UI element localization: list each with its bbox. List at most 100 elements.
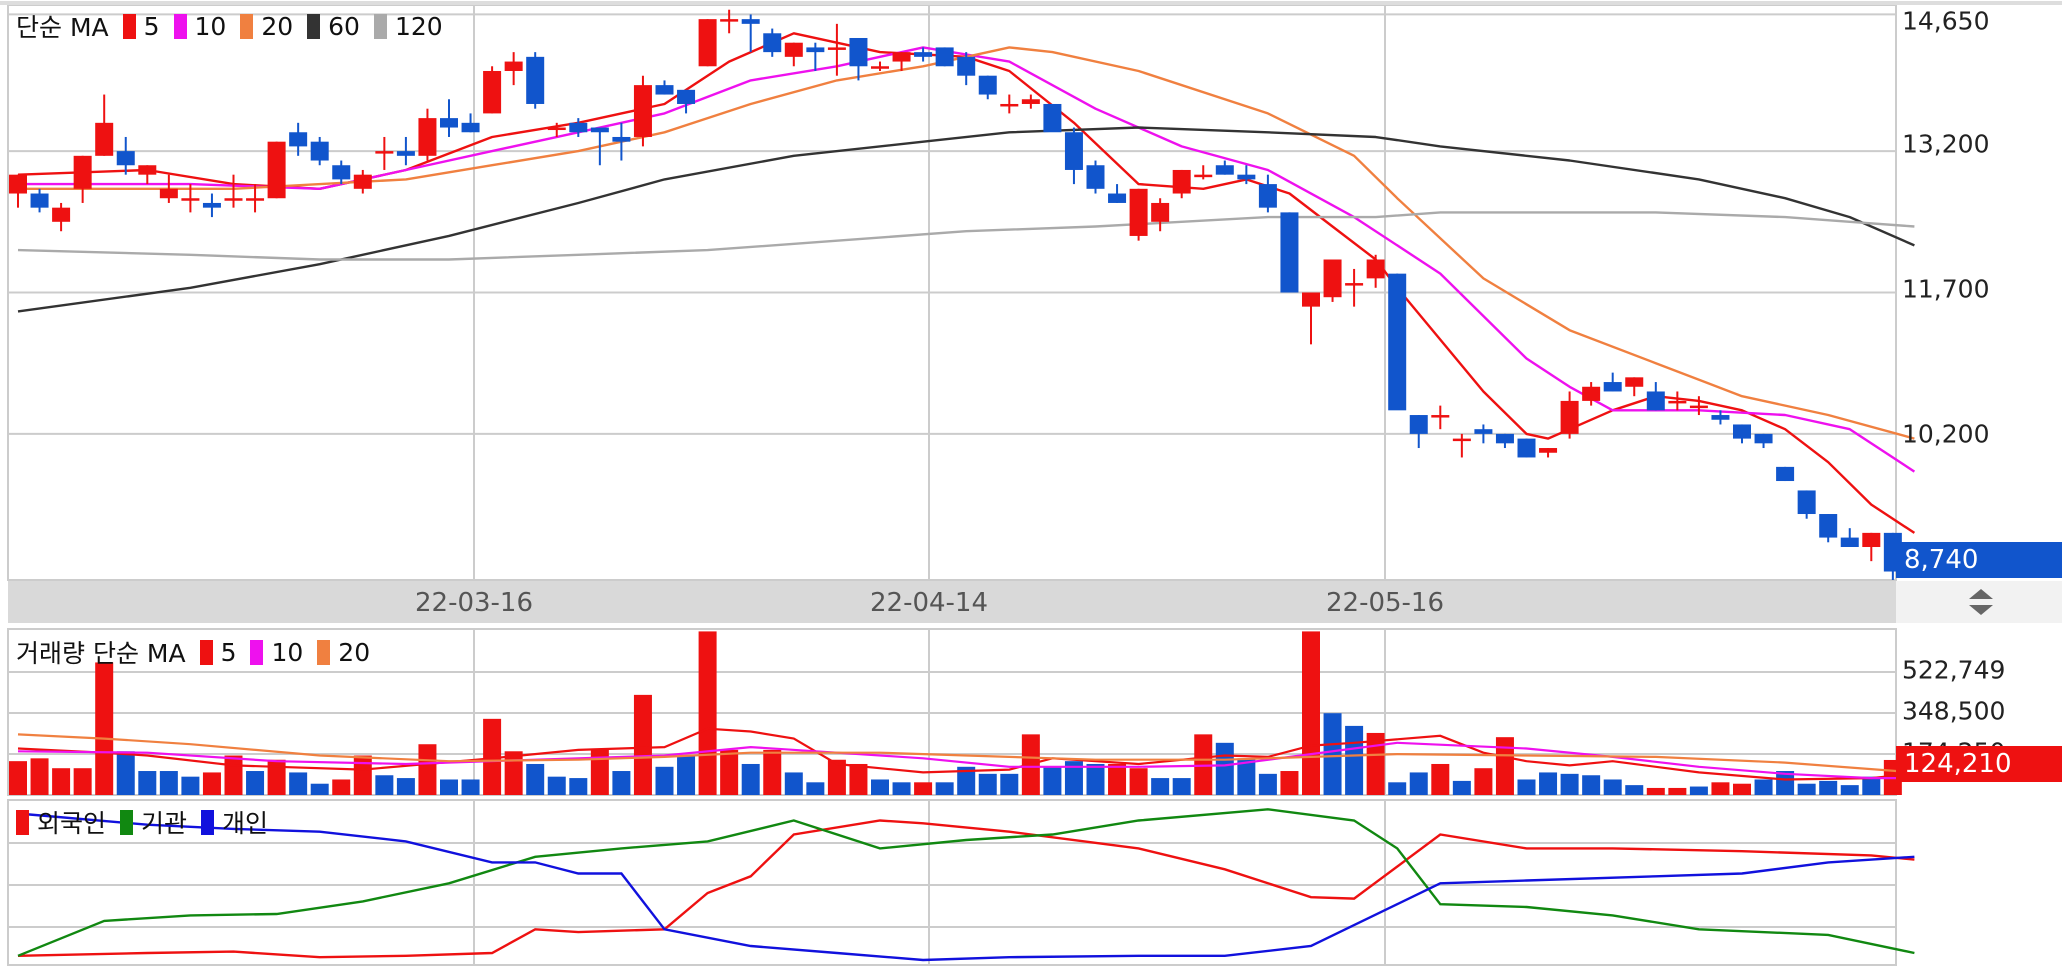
candle-body bbox=[267, 141, 286, 199]
panel-resize-handle-icon[interactable] bbox=[1966, 586, 1996, 618]
volume-bar bbox=[1862, 776, 1881, 795]
ma-line-5 bbox=[17, 32, 1916, 534]
candle-body bbox=[418, 118, 437, 156]
candle-body bbox=[483, 70, 502, 114]
volume-bar bbox=[590, 749, 609, 795]
volume-bar bbox=[483, 718, 502, 795]
volume-bar bbox=[504, 751, 523, 795]
x-tick: 22-03-16 bbox=[414, 588, 534, 618]
price-ytick: 11,700 bbox=[1902, 274, 1990, 304]
ma-line-10 bbox=[18, 46, 1916, 473]
volume-bar bbox=[569, 778, 588, 795]
candle-body bbox=[1646, 391, 1665, 411]
candle-body bbox=[1345, 283, 1364, 286]
volume-bar bbox=[1819, 780, 1838, 795]
candle-body bbox=[957, 56, 976, 76]
investor-line-2 bbox=[17, 812, 1915, 962]
volume-ma-lines bbox=[17, 727, 1915, 781]
price-ytick: 10,200 bbox=[1902, 419, 1990, 449]
volume-bar bbox=[159, 771, 178, 795]
volume-bar bbox=[202, 772, 221, 795]
candle-body bbox=[1172, 169, 1191, 194]
investor-line-0 bbox=[17, 819, 1915, 959]
candle-body bbox=[289, 132, 308, 147]
candle-body bbox=[1625, 377, 1644, 387]
ma60-label: 60 bbox=[328, 11, 360, 41]
volume-bar bbox=[633, 694, 652, 795]
volume-bar bbox=[332, 779, 351, 795]
candle-body bbox=[375, 151, 394, 154]
price-ytick: 14,650 bbox=[1902, 6, 1990, 36]
ma20-label: 20 bbox=[261, 11, 294, 41]
investor-line-1 bbox=[17, 808, 1915, 957]
candle-body bbox=[95, 122, 114, 156]
candle-body bbox=[1280, 212, 1299, 293]
candle-body bbox=[633, 85, 652, 137]
investor-legend: 외국인 기관 개인 bbox=[4, 804, 268, 840]
candle-body bbox=[181, 198, 200, 201]
individual-swatch bbox=[201, 809, 215, 835]
volume-bar bbox=[698, 631, 717, 795]
ma-line-20 bbox=[18, 46, 1915, 440]
ma120-label: 120 bbox=[394, 11, 443, 41]
ma5-swatch bbox=[122, 13, 136, 39]
vol-ma20-swatch bbox=[317, 639, 331, 665]
volume-bar bbox=[73, 768, 92, 795]
ma5-label: 5 bbox=[143, 11, 160, 41]
volume-bar bbox=[957, 766, 976, 795]
volume-bar bbox=[418, 744, 437, 795]
volume-bar bbox=[1495, 737, 1514, 795]
volume-bar bbox=[547, 776, 566, 795]
volume-bar bbox=[1733, 783, 1751, 795]
candle-body bbox=[504, 61, 523, 71]
candle-body bbox=[741, 19, 760, 24]
candle-body bbox=[1388, 273, 1407, 411]
candle-body bbox=[1517, 438, 1536, 458]
institution-label: 기관 bbox=[141, 809, 188, 838]
volume-bar bbox=[1452, 780, 1471, 795]
candle-body bbox=[1302, 292, 1320, 307]
volume-bar bbox=[1711, 782, 1730, 795]
candle-body bbox=[1582, 386, 1601, 401]
ma10-swatch bbox=[173, 13, 187, 39]
volume-legend: 거래량 단순 MA 5 10 20 bbox=[16, 634, 370, 670]
candle-body bbox=[1129, 188, 1148, 236]
candle-body bbox=[1151, 202, 1170, 222]
volume-bar bbox=[1302, 631, 1320, 795]
candle-body bbox=[1021, 99, 1040, 104]
investor-panel-frame bbox=[7, 799, 1897, 966]
volume-bar bbox=[892, 782, 911, 795]
x-tick: 22-04-14 bbox=[869, 588, 989, 618]
candle-body bbox=[246, 198, 265, 201]
candle-body bbox=[224, 198, 243, 201]
volume-bar bbox=[1064, 761, 1083, 795]
volume-bar bbox=[526, 763, 545, 795]
candle-body bbox=[1064, 132, 1083, 170]
candle-body bbox=[1560, 400, 1579, 434]
ma-line-120 bbox=[17, 211, 1915, 261]
volume-bar bbox=[849, 763, 868, 795]
candle-body bbox=[1043, 103, 1062, 133]
volume-legend-title: 거래량 단순 MA bbox=[16, 639, 186, 668]
candle-body bbox=[978, 75, 997, 95]
candle-body bbox=[461, 122, 480, 133]
volume-bar bbox=[246, 771, 265, 795]
candle-body bbox=[590, 127, 609, 133]
volume-bar bbox=[612, 771, 631, 795]
price-legend-title: 단순 MA bbox=[16, 13, 109, 42]
candle-body bbox=[1000, 103, 1019, 107]
candle-body bbox=[569, 122, 588, 133]
candle-body bbox=[1733, 424, 1751, 439]
candle-body bbox=[353, 174, 372, 189]
candle-body bbox=[159, 188, 178, 199]
candle-body bbox=[827, 47, 846, 50]
volume-bar bbox=[396, 778, 415, 795]
volume-bar bbox=[1388, 782, 1407, 795]
x-axis-band-right bbox=[1896, 581, 2062, 623]
candle-body bbox=[1539, 448, 1558, 453]
volume-bar bbox=[1108, 763, 1127, 795]
volume-bar bbox=[9, 761, 27, 795]
candle-body bbox=[849, 37, 868, 67]
